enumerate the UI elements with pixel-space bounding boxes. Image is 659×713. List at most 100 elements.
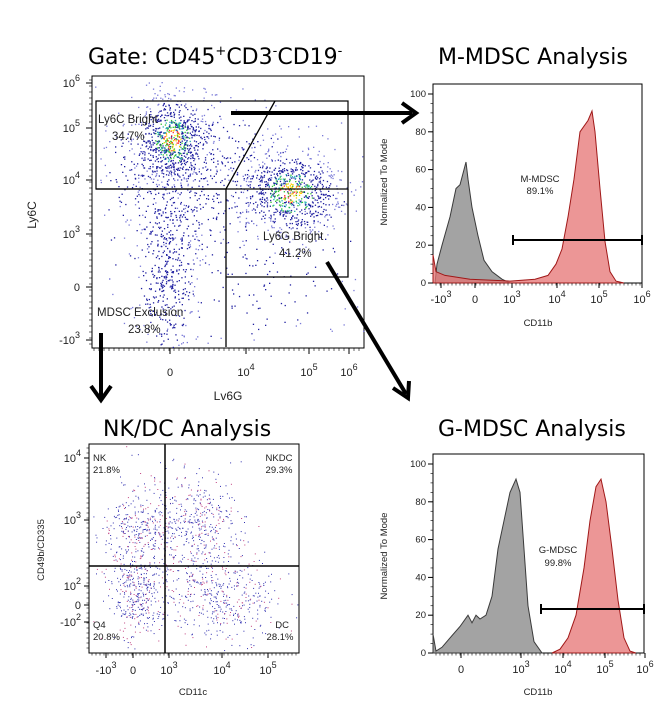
- event-dot: [248, 143, 250, 145]
- event-dot: [147, 518, 149, 520]
- event-dot: [168, 192, 171, 194]
- event-dot: [301, 163, 304, 166]
- event-dot: [162, 196, 164, 198]
- event-dot: [300, 200, 302, 202]
- event-dot: [150, 119, 152, 121]
- event-dot: [285, 204, 287, 206]
- event-dot: [143, 151, 145, 153]
- event-dot: [149, 567, 151, 568]
- event-dot: [293, 177, 295, 179]
- event-dot: [175, 214, 177, 217]
- event-dot: [196, 108, 198, 110]
- event-dot: [166, 149, 169, 151]
- event-dot: [298, 182, 301, 184]
- event-dot: [100, 637, 102, 639]
- event-dot: [284, 212, 286, 214]
- event-dot: [180, 503, 182, 505]
- event-dot: [140, 567, 142, 569]
- event-dot: [225, 611, 227, 612]
- event-dot: [153, 621, 155, 622]
- y-tick-label: 104: [64, 448, 81, 465]
- event-dot: [106, 520, 108, 522]
- event-dot: [149, 519, 151, 521]
- event-dot: [287, 145, 289, 147]
- event-dot: [226, 596, 228, 598]
- event-dot: [188, 520, 190, 522]
- event-dot: [207, 593, 209, 595]
- event-dot: [189, 312, 191, 314]
- event-dot: [141, 151, 143, 153]
- event-dot: [259, 199, 261, 201]
- event-dot: [121, 569, 123, 571]
- event-dot: [242, 602, 244, 604]
- event-dot: [108, 528, 110, 530]
- event-dot: [309, 232, 312, 234]
- event-dot: [177, 167, 179, 169]
- event-dot: [105, 544, 107, 546]
- event-dot: [190, 123, 192, 126]
- event-dot: [160, 535, 162, 537]
- event-dot: [142, 521, 144, 523]
- event-dot: [230, 483, 232, 485]
- event-dot: [230, 523, 232, 525]
- event-dot: [130, 525, 132, 527]
- event-dot: [163, 158, 166, 160]
- event-dot: [286, 186, 288, 188]
- event-dot: [213, 157, 215, 160]
- event-dot: [132, 564, 134, 566]
- event-dot: [289, 210, 291, 212]
- event-dot: [318, 196, 320, 198]
- event-dot: [280, 197, 282, 199]
- event-dot: [349, 182, 352, 184]
- gate-ylabel: Ly6C: [25, 201, 39, 229]
- event-dot: [131, 124, 133, 126]
- event-dot: [155, 183, 158, 186]
- event-dot: [132, 490, 134, 492]
- event-dot: [329, 168, 331, 170]
- event-dot: [145, 122, 147, 124]
- event-dot: [191, 275, 193, 277]
- event-dot: [165, 127, 167, 130]
- event-dot: [179, 615, 181, 617]
- event-dot: [168, 143, 171, 146]
- event-dot: [166, 586, 168, 588]
- event-dot: [162, 618, 164, 620]
- event-dot: [266, 184, 269, 187]
- event-dot: [179, 152, 181, 155]
- event-dot: [157, 489, 159, 490]
- event-dot: [165, 272, 168, 274]
- event-dot: [143, 578, 145, 580]
- event-dot: [108, 542, 110, 544]
- event-dot: [166, 167, 168, 169]
- event-dot: [177, 611, 179, 613]
- event-dot: [280, 189, 282, 191]
- event-dot: [210, 234, 212, 236]
- event-dot: [157, 157, 159, 160]
- event-dot: [272, 141, 275, 144]
- event-dot: [147, 106, 149, 108]
- event-dot: [124, 158, 126, 160]
- event-dot: [147, 243, 149, 246]
- event-dot: [127, 575, 129, 577]
- event-dot: [130, 591, 132, 593]
- event-dot: [263, 211, 265, 213]
- event-dot: [325, 209, 327, 211]
- event-dot: [143, 607, 145, 609]
- event-dot: [177, 125, 179, 127]
- event-dot: [143, 508, 144, 510]
- event-dot: [158, 134, 160, 136]
- event-dot: [173, 598, 175, 600]
- event-dot: [170, 98, 172, 100]
- event-dot: [311, 213, 313, 215]
- event-dot: [184, 139, 186, 141]
- event-dot: [133, 582, 135, 584]
- event-dot: [188, 263, 190, 265]
- m-mdsc-grey-histogram: [434, 161, 511, 284]
- event-dot: [123, 533, 125, 535]
- event-dot: [206, 136, 208, 138]
- event-dot: [321, 213, 323, 216]
- y-tick-label: 40: [415, 202, 426, 213]
- event-dot: [172, 145, 174, 147]
- event-dot: [235, 533, 237, 535]
- event-dot: [136, 517, 138, 519]
